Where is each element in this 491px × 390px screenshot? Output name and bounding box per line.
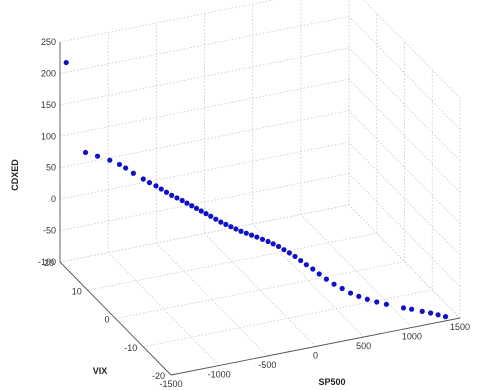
data-point <box>265 238 271 245</box>
data-point <box>419 308 425 314</box>
data-point <box>383 301 389 307</box>
data-point <box>248 232 255 238</box>
data-point <box>292 253 298 260</box>
data-point <box>123 165 129 171</box>
z-tick-label: -50 <box>43 226 56 236</box>
y-tick-label: 20 <box>44 258 54 268</box>
x-tick-label: -1000 <box>208 370 231 380</box>
data-point <box>259 236 266 242</box>
data-point <box>218 219 224 225</box>
z-tick-label: 150 <box>41 100 56 110</box>
data-point <box>82 149 89 156</box>
back-wall-grid-line <box>59 78 350 137</box>
x-tick-label: 500 <box>356 341 371 351</box>
x-tick-label: 0 <box>313 351 318 361</box>
data-point <box>189 203 195 209</box>
back-wall-grid-line <box>59 141 350 200</box>
tick-labels: -1500-1000-500050010001500-20-1001020-10… <box>38 37 470 389</box>
data-point <box>140 176 146 182</box>
data-point <box>163 189 170 195</box>
side-wall-grid-line <box>348 16 461 130</box>
x-axis-label: SP500 <box>318 377 345 387</box>
data-point <box>198 208 204 214</box>
data-point <box>228 224 234 230</box>
data-point <box>364 296 370 302</box>
data-point <box>316 271 322 277</box>
axes-frame <box>59 42 461 376</box>
data-point <box>323 276 329 282</box>
data-point <box>400 305 407 311</box>
data-point <box>281 247 287 253</box>
data-point <box>286 250 292 256</box>
z-tick-label: 50 <box>46 163 56 173</box>
y-axis-line <box>59 261 172 376</box>
data-point <box>213 216 219 222</box>
z-tick-label: 200 <box>41 68 56 78</box>
grid-layer <box>59 0 461 376</box>
x-tick-label: -500 <box>258 360 276 370</box>
data-point <box>310 266 316 272</box>
z-tick-label: 250 <box>41 37 56 47</box>
y-tick-label: -20 <box>152 371 165 381</box>
data-point <box>208 213 214 219</box>
data-point <box>107 157 113 163</box>
x-tick-label: -1500 <box>159 379 182 389</box>
back-wall-grid-line <box>59 0 276 43</box>
data-point <box>233 226 239 232</box>
data-point <box>223 221 229 227</box>
data-point <box>153 183 159 189</box>
z-tick-label: 0 <box>51 194 56 204</box>
back-wall-grid-line <box>59 204 350 263</box>
data-point <box>442 314 449 320</box>
data-point <box>238 228 244 234</box>
x-tick-label: 1000 <box>402 332 422 342</box>
data-point <box>339 285 345 292</box>
y-tick-label: 10 <box>72 286 82 296</box>
back-wall-grid-line <box>59 47 350 106</box>
data-point <box>94 153 101 159</box>
data-point <box>254 234 260 240</box>
data-point <box>374 299 380 305</box>
data-points <box>63 59 449 320</box>
data-point <box>243 230 249 236</box>
data-point <box>435 312 441 318</box>
x-axis-line <box>170 317 461 376</box>
data-point <box>203 211 209 217</box>
data-point <box>193 205 200 211</box>
data-point <box>169 192 175 198</box>
z-tick-label: -100 <box>38 257 56 267</box>
data-point <box>347 290 354 296</box>
y-axis-label: VIX <box>93 366 108 376</box>
data-point <box>158 186 164 192</box>
z-axis-label: CDXED <box>10 159 20 191</box>
back-wall-grid-line <box>59 173 350 231</box>
data-point <box>179 197 185 204</box>
floor-grid-line <box>87 232 377 291</box>
data-point <box>116 161 123 168</box>
data-point <box>174 195 180 201</box>
y-tick-label: 0 <box>104 315 109 325</box>
data-point <box>409 306 415 312</box>
floor-grid-line <box>115 261 405 319</box>
side-wall-grid-line <box>363 0 461 99</box>
z-tick-label: 100 <box>41 131 56 141</box>
data-point <box>184 200 190 206</box>
data-point <box>356 293 362 299</box>
data-point <box>298 257 304 264</box>
data-point <box>331 281 337 287</box>
data-point <box>303 262 309 268</box>
y-tick-label: -10 <box>124 343 137 353</box>
data-point <box>275 243 282 250</box>
data-point <box>428 310 434 316</box>
x-tick-label: 1500 <box>450 322 470 332</box>
data-point <box>130 170 136 176</box>
floor-grid-line <box>143 289 433 348</box>
back-wall-grid-line <box>59 16 350 74</box>
data-point <box>63 59 69 66</box>
data-point <box>146 180 153 186</box>
data-point <box>270 241 276 247</box>
